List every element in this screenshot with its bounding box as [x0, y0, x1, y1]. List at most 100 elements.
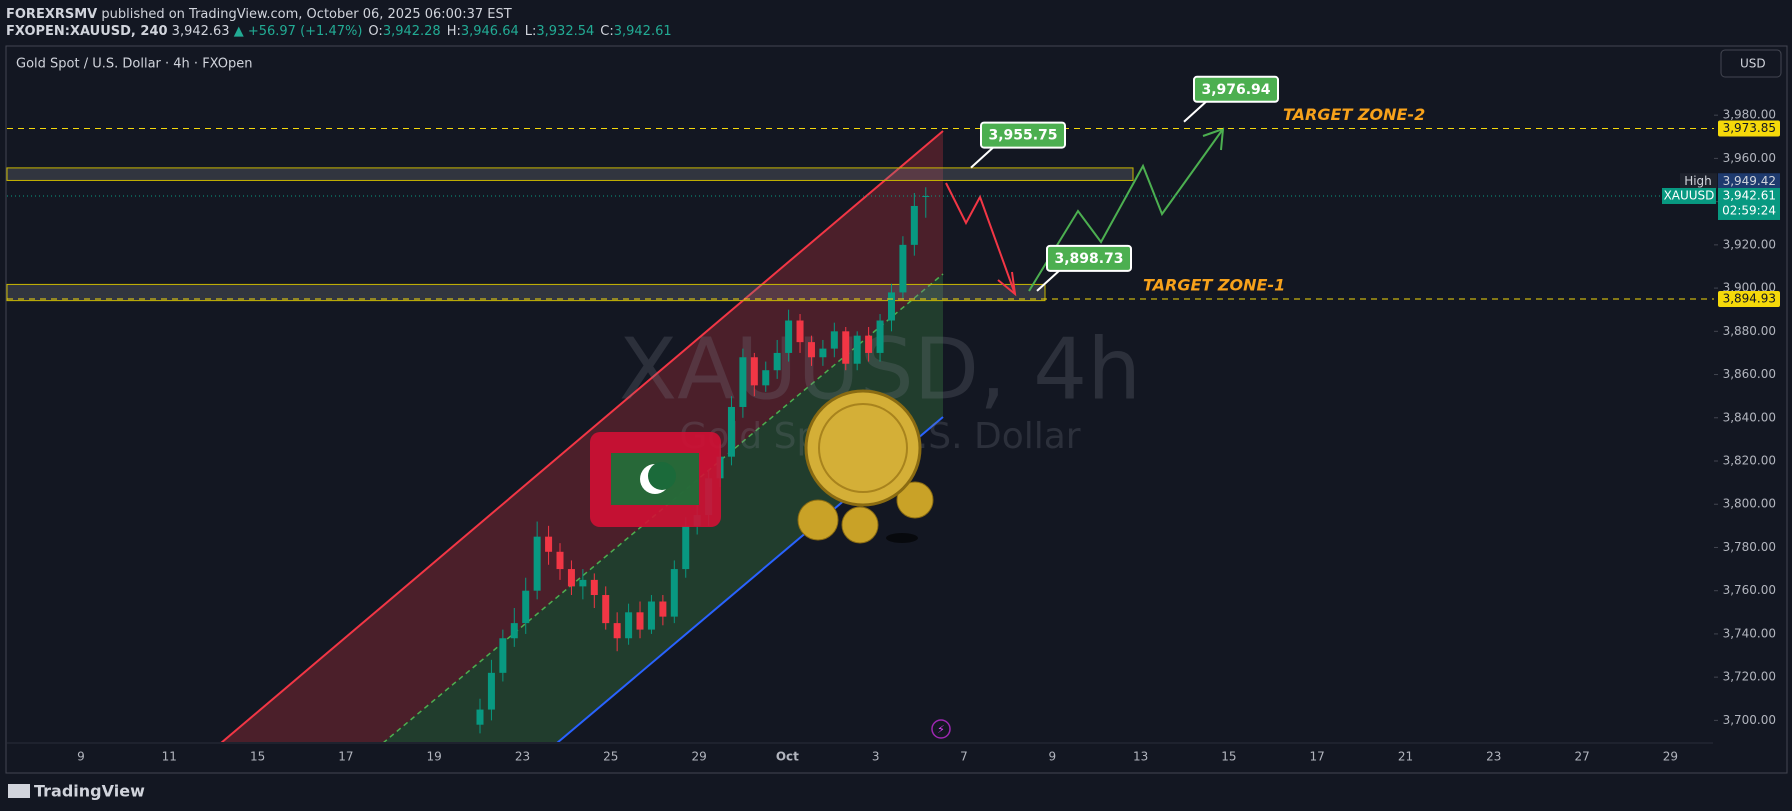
candle-body — [842, 331, 850, 364]
candle-body — [556, 551, 564, 570]
level-tag — [1718, 120, 1780, 137]
level-tag — [1718, 291, 1780, 308]
ohlc-value: 3,942.28 — [383, 24, 441, 39]
coin-shadow — [886, 533, 918, 543]
coin — [841, 506, 879, 544]
candle-body — [853, 335, 861, 364]
candle-body — [807, 342, 815, 358]
ohlc-value: 3,942.61 — [614, 24, 672, 39]
candle-body — [625, 612, 633, 639]
candle-body — [476, 709, 484, 725]
candle-body — [785, 320, 793, 353]
logo — [8, 784, 30, 798]
y-tick-label: 3,860.00 — [1723, 367, 1776, 381]
callout-box — [1193, 75, 1279, 103]
last-tag-name-box — [1662, 187, 1716, 204]
x-tick-label: 21 — [1398, 750, 1413, 764]
last-tag-name: XAUUSD — [1664, 188, 1715, 202]
callout-label: 3,976.94 — [1201, 82, 1270, 98]
x-tick-label: 9 — [77, 750, 85, 764]
candle-body — [590, 579, 598, 596]
candle-body — [739, 357, 747, 407]
y-tick-label: 3,760.00 — [1723, 583, 1776, 597]
y-tick-label: 3,960.00 — [1723, 151, 1776, 165]
ohlc-value: 3,932.54 — [536, 24, 594, 39]
callout-pointer — [1183, 101, 1207, 123]
x-tick-label: 15 — [1221, 750, 1236, 764]
x-tick-label: Oct — [776, 750, 799, 764]
candle-body — [922, 195, 930, 197]
x-tick-label: 19 — [427, 750, 442, 764]
candle-body — [510, 623, 518, 639]
event-icon[interactable] — [931, 719, 951, 739]
up-arrow — [1028, 128, 1224, 292]
candle-body — [499, 638, 507, 673]
countdown: 02:59:24 — [1722, 203, 1776, 217]
coin — [896, 481, 934, 519]
candle-body — [567, 569, 575, 587]
candle-body — [796, 320, 804, 343]
crescent-cut — [648, 462, 676, 490]
published: published on TradingView.com, October 06… — [101, 7, 511, 22]
high-tag-name-box — [1680, 173, 1717, 190]
zone — [6, 283, 1046, 302]
ohlc-label: L: — [525, 24, 537, 39]
last-price: 3,942.63 — [172, 24, 230, 39]
candle-body — [522, 590, 530, 624]
header-line2: FXOPEN:XAUUSD, 240 3,942.63 ▲ +56.97 (+1… — [6, 24, 672, 39]
candle-body — [636, 612, 644, 630]
flag — [590, 432, 721, 527]
axes: 3,700.00 3,720.00 3,740.00 3,760.00 3,780.00… — [7, 75, 1780, 764]
coin — [797, 499, 839, 541]
header-line1: FOREXRSMV published on TradingView.com, … — [6, 7, 512, 22]
candle-body — [533, 536, 541, 591]
last-tag-box — [1718, 187, 1780, 220]
ohlc-label: O: — [368, 24, 382, 39]
high-tag-box — [1718, 173, 1780, 190]
coin-main — [804, 389, 922, 507]
x-tick-label: 13 — [1133, 750, 1148, 764]
y-tick-label: 3,800.00 — [1723, 497, 1776, 511]
y-tick-label: 3,920.00 — [1723, 237, 1776, 251]
x-tick-label: 7 — [960, 750, 968, 764]
target-label: TARGET ZONE-1 — [1143, 276, 1285, 295]
coins — [797, 389, 934, 544]
callout-pointer — [970, 146, 994, 169]
footer: TradingView — [34, 782, 145, 801]
x-tick-label: 17 — [338, 750, 353, 764]
y-tick-label: 3,740.00 — [1723, 626, 1776, 640]
candle-body — [887, 292, 895, 321]
candle-body — [647, 601, 655, 630]
x-tick-label: 29 — [691, 750, 706, 764]
callout-pointer — [1036, 270, 1060, 292]
candle-body — [865, 335, 873, 353]
level-tag-label: 3,894.93 — [1723, 292, 1776, 306]
y-tick-label: 3,820.00 — [1723, 454, 1776, 468]
callout-box — [980, 121, 1066, 149]
currency: USD — [1740, 57, 1766, 71]
candle-body — [545, 536, 553, 552]
y-tick-label: 3,980.00 — [1723, 108, 1776, 122]
ohlc-value: 3,946.64 — [461, 24, 519, 39]
candle-body — [613, 623, 621, 639]
coin-ring — [818, 403, 908, 493]
y-tick-label: 3,780.00 — [1723, 540, 1776, 554]
callout-label: 3,898.73 — [1054, 251, 1123, 267]
x-tick-label: 11 — [162, 750, 177, 764]
channel-mid — [383, 273, 944, 742]
ohlc-label: C: — [600, 24, 613, 39]
candle-body — [487, 672, 495, 710]
legend: Gold Spot / U.S. Dollar · 4h · FXOpen — [16, 57, 252, 72]
down-arrow — [945, 182, 1016, 295]
high-tag-label: 3,949.42 — [1723, 174, 1776, 188]
y-tick-label: 3,880.00 — [1723, 324, 1776, 338]
zones — [6, 167, 1134, 302]
candle-body — [762, 370, 770, 386]
x-tick-label: 9 — [1048, 750, 1056, 764]
candle-body — [910, 205, 918, 245]
x-tick-label: 15 — [250, 750, 265, 764]
currency-box[interactable] — [1720, 49, 1782, 78]
candle-body — [682, 525, 690, 570]
